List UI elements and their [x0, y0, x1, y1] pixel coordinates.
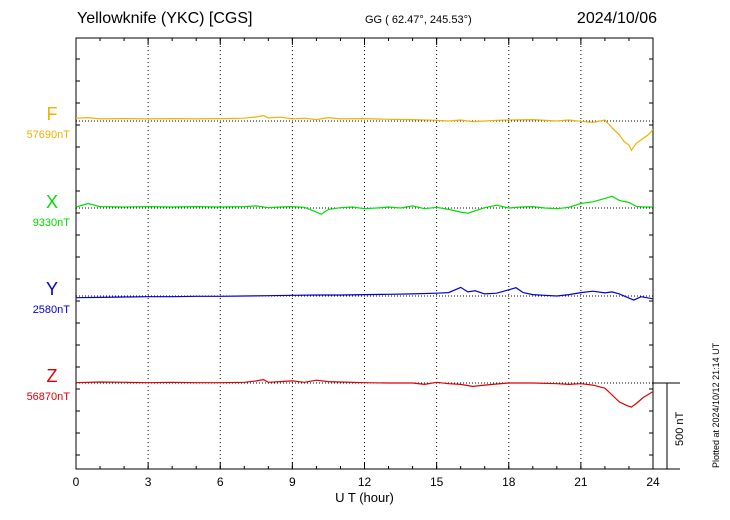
x-tick-label: 6: [217, 475, 224, 489]
series-baseline-y: 2580nT: [33, 304, 71, 316]
series-name-x: X: [46, 192, 58, 212]
x-tick-label: 12: [358, 475, 372, 489]
series-baseline-z: 56870nT: [27, 391, 71, 403]
series-line-y: [75, 286, 654, 301]
x-tick-label: 9: [289, 475, 296, 489]
x-tick-label: 21: [574, 475, 588, 489]
series-name-z: Z: [47, 366, 58, 386]
chart-date: 2024/10/06: [576, 10, 657, 27]
series-name-f: F: [47, 104, 58, 124]
x-tick-label: 0: [73, 475, 80, 489]
scale-bar-label: 500 nT: [674, 411, 686, 446]
x-tick-label: 15: [430, 475, 444, 489]
x-tick-label: 18: [502, 475, 516, 489]
station-coordinates: GG ( 62.47°, 245.53°): [365, 14, 472, 26]
x-axis-label: U T (hour): [335, 490, 394, 505]
series-line-z: [75, 378, 654, 408]
x-tick-label: 3: [145, 475, 152, 489]
series-baseline-f: 57690nT: [27, 129, 71, 141]
x-tick-label: 24: [646, 475, 660, 489]
series-name-y: Y: [46, 279, 58, 299]
series-line-f: [75, 114, 654, 152]
series-line-x: [75, 195, 653, 215]
series-baseline-x: 9330nT: [33, 217, 71, 229]
station-title: Yellowknife (YKC) [CGS]: [77, 10, 253, 27]
plotted-timestamp: Plotted at 2024/10/12 21:14 UT: [711, 342, 721, 468]
